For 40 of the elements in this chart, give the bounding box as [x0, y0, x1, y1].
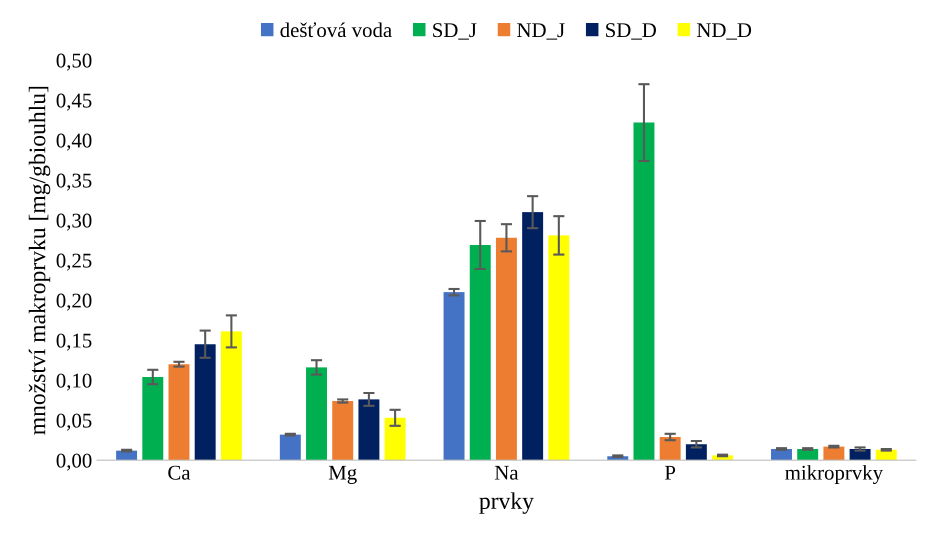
- legend-label: ND_J: [517, 23, 565, 40]
- y-tick-label: 0,50: [56, 54, 92, 71]
- bar: [496, 238, 517, 460]
- y-tick-label: 0,05: [56, 414, 92, 431]
- bar: [168, 364, 190, 460]
- y-tick-label: 0,10: [56, 374, 92, 391]
- bar: [220, 331, 242, 460]
- legend-label: SD_J: [433, 23, 476, 40]
- bar: [142, 376, 164, 460]
- y-tick-label: 0,15: [56, 334, 92, 351]
- bar: [280, 434, 301, 460]
- x-tick-label: Mg: [328, 466, 357, 484]
- x-tick-label: Na: [494, 466, 518, 480]
- legend-label: SD_D: [606, 23, 656, 40]
- x-axis-title: prvky: [479, 492, 534, 514]
- y-tick-label: 0,45: [56, 94, 92, 111]
- bar: [660, 437, 681, 460]
- bar: [444, 292, 465, 460]
- bar: [306, 367, 327, 460]
- bar: [470, 244, 491, 460]
- legend-label: ND_D: [696, 23, 752, 40]
- y-tick-label: 0,35: [56, 174, 92, 191]
- y-tick-label: 0,20: [56, 294, 92, 311]
- bar: [633, 122, 654, 460]
- bar: [384, 418, 406, 460]
- x-tick-label: Ca: [168, 466, 190, 480]
- bar: [358, 399, 380, 460]
- y-tick-label: 0,30: [56, 214, 92, 231]
- bar: [194, 344, 216, 460]
- x-tick-label: mikroprvky: [785, 465, 883, 484]
- y-tick-label: 0,25: [56, 254, 92, 271]
- y-tick-label: 0,00: [56, 454, 92, 471]
- legend-label: dešťová voda: [280, 22, 392, 38]
- bar: [548, 235, 570, 460]
- bar: [686, 444, 707, 460]
- x-tick-label: P: [664, 466, 676, 480]
- y-axis-title: množství makroprvku [mg/gbiouhlu]: [28, 86, 50, 435]
- bar: [332, 401, 354, 460]
- bar: [522, 212, 544, 460]
- y-tick-label: 0,40: [56, 134, 92, 151]
